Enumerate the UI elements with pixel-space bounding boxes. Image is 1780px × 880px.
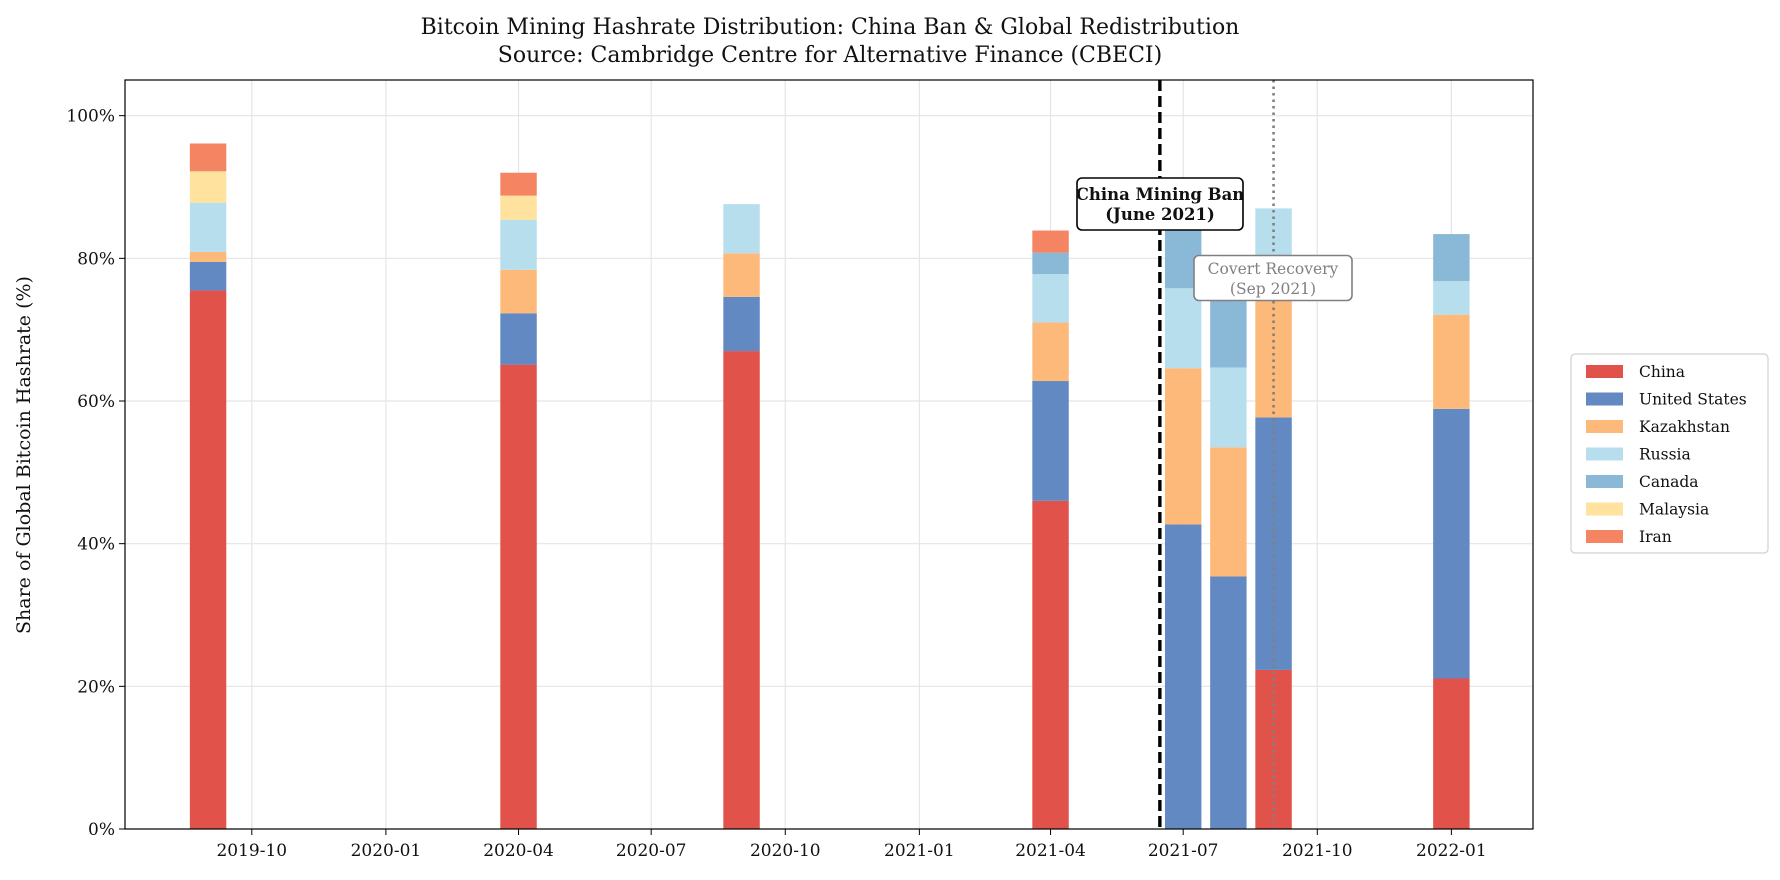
x-tick-label: 2020-07 [616,841,687,861]
x-tick-label: 2021-07 [1148,841,1219,861]
bar-segment-united-states [189,261,227,291]
legend-label: Canada [1639,473,1699,491]
bar-segment-russia [723,204,760,254]
bar-segment-kazakhstan [723,253,760,297]
bar-segment-canada [1210,298,1247,368]
bar-segment-united-states [723,296,760,352]
x-tick-label: 2022-01 [1416,841,1487,861]
legend-swatch [1586,420,1623,433]
bar-segment-kazakhstan [1433,314,1470,409]
legend-swatch [1586,475,1623,488]
x-tick-label: 2020-10 [750,841,821,861]
legend-label: Iran [1639,528,1672,546]
legend-label: Malaysia [1639,501,1709,519]
annotation-text: Covert Recovery [1208,260,1339,278]
y-tick-label: 40% [77,535,115,555]
x-tick-label: 2020-04 [483,841,554,861]
bar-segment-china [1032,500,1069,829]
bar-segment-russia [1164,288,1202,369]
bar-segment-united-states [1433,408,1470,679]
legend-label: Russia [1639,446,1691,464]
bar-segment-russia [1210,367,1247,448]
bar-segment-canada [1433,234,1470,282]
bar-segment-kazakhstan [1164,368,1202,525]
legend: China United States Kazakhstan Russia Canada… [1570,353,1769,554]
legend-label: China [1639,363,1685,381]
legend-label: Kazakhstan [1639,418,1730,436]
plot-frame [124,79,1534,830]
bar-segment-russia [1032,274,1069,323]
bar-segment-united-states [1032,381,1069,501]
bar-segment-russia [500,219,537,270]
recovery-annotation-box [1193,254,1353,302]
chart-subtitle: Source: Cambridge Centre for Alternative… [498,43,1162,68]
y-tick-label: 20% [77,677,115,697]
bar-segment-china [500,364,537,829]
bar-segment-iran [189,143,227,172]
bar-segment-united-states [500,313,537,365]
y-tick-label: 0% [88,820,115,840]
x-tick-label: 2021-04 [1015,841,1086,861]
x-tick-label: 2020-01 [351,841,422,861]
x-tick-label: 2021-01 [884,841,955,861]
legend-swatch [1586,392,1623,406]
bar-segment-russia [189,202,227,252]
x-tick-label: 2019-10 [216,841,287,861]
bars [189,143,1470,829]
x-tick-label: 2021-10 [1282,841,1353,861]
event-lines [1158,80,1275,829]
annotations: China Mining Ban(June 2021) Covert Recove… [1076,177,1353,302]
bar-segment-kazakhstan [1032,322,1069,382]
legend-swatch [1586,502,1623,516]
bar-segment-kazakhstan [189,251,227,262]
bar-segment-china [1433,678,1470,829]
bar-segment-china [189,290,227,829]
y-tick-label: 80% [77,249,115,269]
bar-segment-united-states [1210,576,1247,829]
bar-segment-malaysia [500,195,537,220]
bar-segment-china [723,351,760,829]
bar-segment-malaysia [189,171,227,203]
annotation-text: China Mining Ban [1076,185,1245,204]
y-tick-label: 100% [66,107,115,127]
y-axis: 0% 20% 40% 60% 80% 100% [66,107,125,840]
bar-segment-iran [500,172,537,196]
bar-segment-russia [1433,281,1470,315]
bar-segment-kazakhstan [1210,447,1247,577]
ban-annotation-box [1076,177,1244,231]
bar-segment-canada [1032,252,1069,275]
gridlines [125,80,1533,830]
y-axis-label: Share of Global Bitcoin Hashrate (%) [13,276,35,634]
y-tick-label: 60% [77,392,115,412]
legend-label: United States [1639,391,1747,409]
bar-segment-united-states [1164,524,1202,829]
legend-swatch [1586,365,1623,378]
bar-segment-kazakhstan [500,269,537,314]
legend-swatch [1586,530,1623,543]
annotation-text: (June 2021) [1105,205,1215,224]
x-axis: 2019-10 2020-01 2020-04 2020-07 2020-10 2021-… [216,829,1487,861]
legend-swatch [1586,447,1623,461]
chart-title: Bitcoin Mining Hashrate Distribution: Ch… [421,15,1240,40]
annotation-text: (Sep 2021) [1230,280,1316,298]
bar-segment-china [1255,669,1292,829]
bar-segment-iran [1032,230,1069,253]
